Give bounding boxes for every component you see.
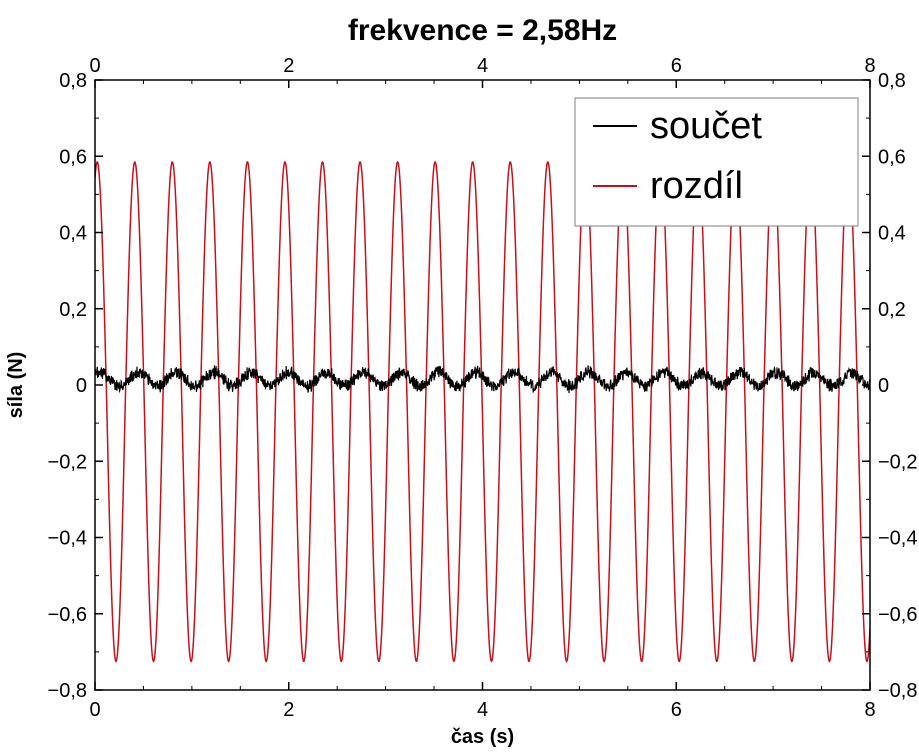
y-tick-label: 0,6 (59, 146, 87, 168)
y-tick-label: 0,4 (59, 223, 87, 245)
y-tick-label-right: 0,2 (878, 299, 906, 321)
y-tick-label: −0,4 (48, 528, 87, 550)
x-tick-label-top: 2 (283, 55, 294, 77)
y-tick-label-right: −0,2 (878, 451, 917, 473)
y-axis-label: síla (N) (5, 352, 27, 419)
chart-container: frekvence = 2,58Hz0022446688−0,8−0,8−0,6… (0, 0, 919, 755)
legend-label: rozdíl (650, 165, 743, 207)
y-tick-label: −0,6 (48, 604, 87, 626)
y-tick-label-right: −0,4 (878, 528, 917, 550)
x-tick-label: 4 (477, 699, 488, 721)
x-tick-label-top: 4 (477, 55, 488, 77)
chart-title: frekvence = 2,58Hz (348, 14, 617, 47)
y-tick-label-right: 0,6 (878, 146, 906, 168)
y-tick-label-right: 0,4 (878, 223, 906, 245)
x-tick-label: 6 (671, 699, 682, 721)
y-tick-label-right: −0,8 (878, 680, 917, 702)
x-tick-label-top: 0 (89, 55, 100, 77)
legend-label: součet (650, 105, 762, 147)
y-tick-label: 0,8 (59, 70, 87, 92)
x-tick-label: 2 (283, 699, 294, 721)
y-tick-label: −0,8 (48, 680, 87, 702)
y-tick-label-right: −0,6 (878, 604, 917, 626)
legend: součet rozdíl (575, 98, 858, 226)
x-tick-label-top: 6 (671, 55, 682, 77)
x-axis-label: čas (s) (451, 726, 514, 748)
y-tick-label: 0,2 (59, 299, 87, 321)
y-tick-label-right: 0,8 (878, 70, 906, 92)
x-tick-label: 8 (864, 699, 875, 721)
y-tick-label: −0,2 (48, 451, 87, 473)
y-tick-label: 0 (76, 375, 87, 397)
x-tick-label: 0 (89, 699, 100, 721)
x-tick-label-top: 8 (864, 55, 875, 77)
y-tick-label-right: 0 (878, 375, 889, 397)
chart-svg: frekvence = 2,58Hz0022446688−0,8−0,8−0,6… (0, 0, 919, 755)
